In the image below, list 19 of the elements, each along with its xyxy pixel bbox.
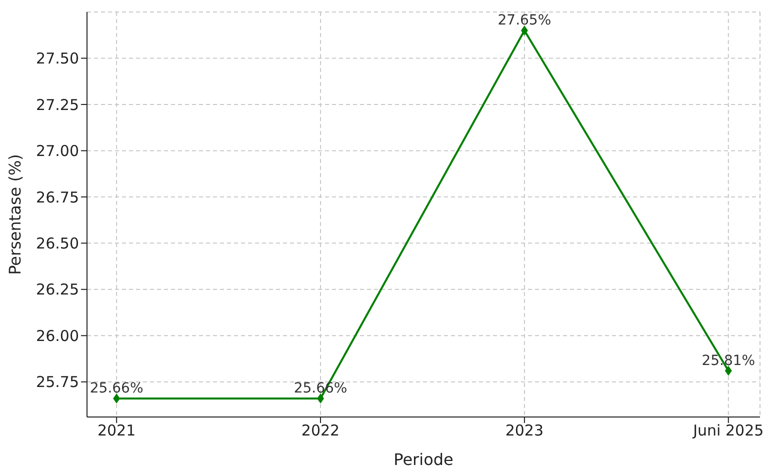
y-tick-label: 26.00 (36, 326, 79, 345)
x-tick-label: 2023 (505, 422, 544, 440)
y-tick-label: 26.50 (36, 234, 79, 252)
point (113, 394, 120, 404)
y-tick-label: 25.75 (36, 373, 79, 392)
x-tick-label: 2021 (97, 422, 136, 440)
data-label: 27.65% (498, 12, 552, 28)
point (317, 394, 324, 404)
x-tick-label: Juni 2025 (692, 422, 764, 440)
y-tick-label: 27.00 (36, 142, 79, 160)
data-label: 25.66% (90, 380, 144, 397)
x-axis-title: Periode (394, 450, 454, 469)
y-tick-label: 27.25 (36, 96, 79, 114)
y-tick-label: 27.50 (36, 50, 79, 68)
y-tick-label: 26.75 (36, 188, 79, 206)
x-tick-label: 2022 (301, 422, 340, 440)
y-tick-label: 26.25 (36, 280, 79, 299)
point (520, 25, 528, 36)
y-axis-title: Persentase (%) (6, 154, 25, 275)
